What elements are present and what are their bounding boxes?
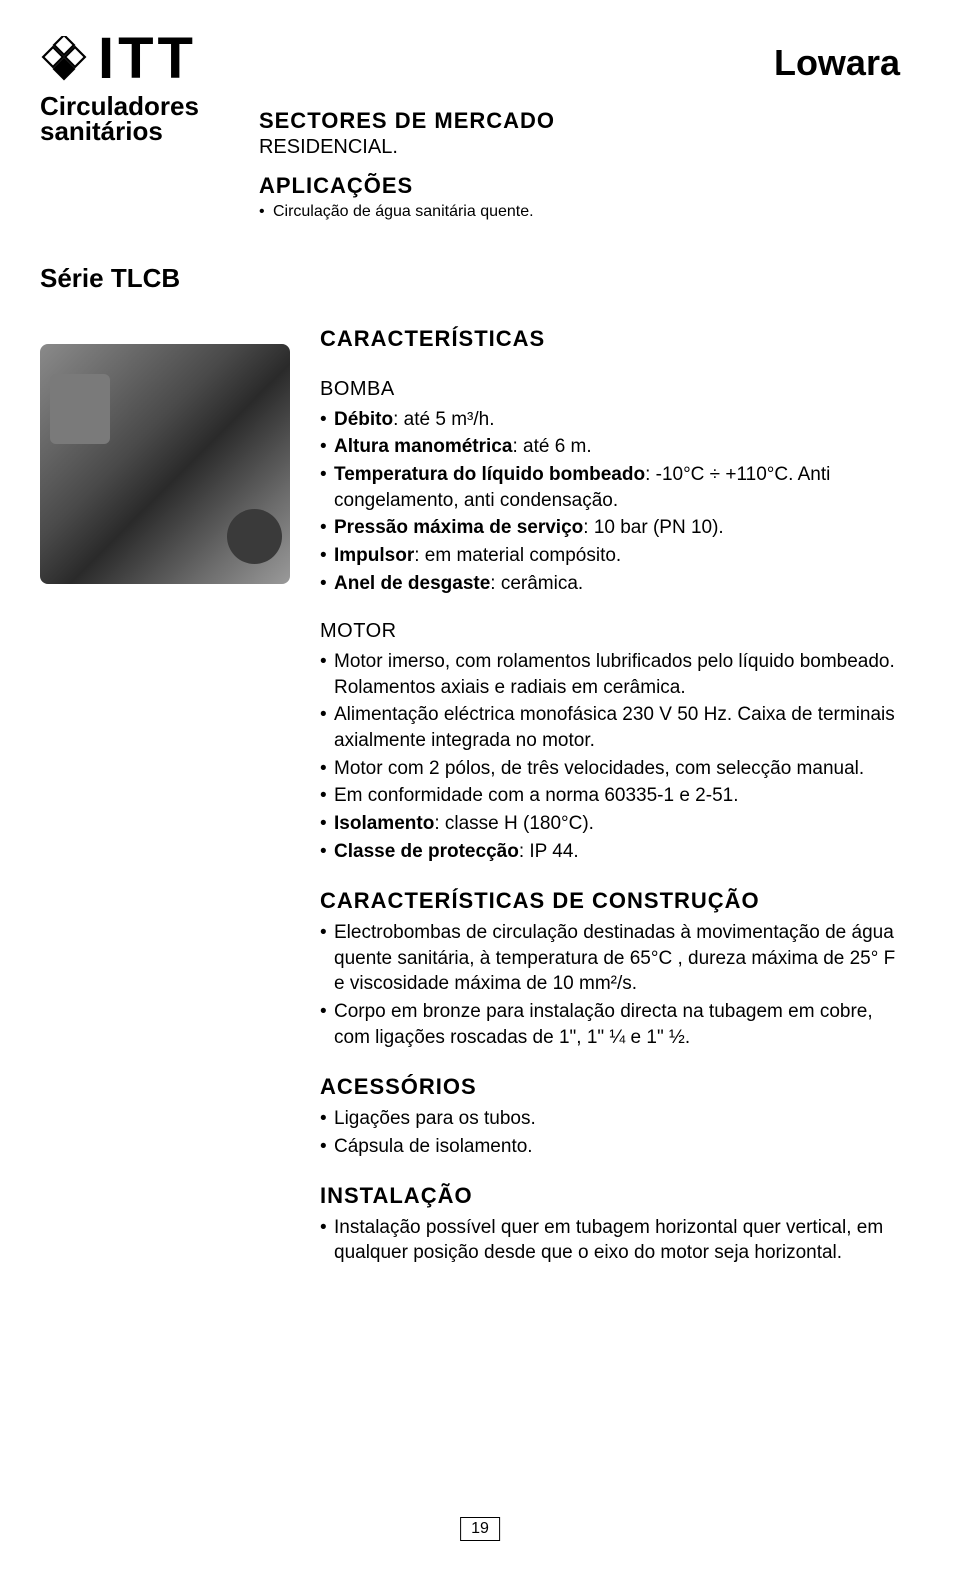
motor-block: MOTOR Motor imerso, com rolamentos lubri… <box>320 618 900 864</box>
applications-heading: APLICAÇÕES <box>259 173 555 199</box>
logo-area: ITT <box>40 30 197 88</box>
list-item: Alimentação eléctrica monofásica 230 V 5… <box>320 702 900 753</box>
product-subtitle: Circuladores sanitários <box>40 96 199 145</box>
list-item: Classe de protecção: IP 44. <box>320 839 900 865</box>
list-item: Pressão máxima de serviço: 10 bar (PN 10… <box>320 515 900 541</box>
list-item: Circulação de água sanitária quente. <box>259 203 555 221</box>
list-item: Cápsula de isolamento. <box>320 1134 900 1160</box>
list-item: Isolamento: classe H (180°C). <box>320 811 900 837</box>
characteristics-heading: CARACTERÍSTICAS <box>320 324 900 354</box>
header-content: Circuladores sanitários SECTORES DE MERC… <box>40 96 900 223</box>
list-item: Ligações para os tubos. <box>320 1106 900 1132</box>
applications-list: Circulação de água sanitária quente. <box>259 203 555 221</box>
list-item: Débito: até 5 m³/h. <box>320 407 900 433</box>
list-item: Anel de desgaste: cerâmica. <box>320 571 900 597</box>
construction-heading: CARACTERÍSTICAS DE CONSTRUÇÃO <box>320 886 900 916</box>
header-row: ITT Lowara <box>40 30 900 88</box>
accessories-block: ACESSÓRIOS Ligações para os tubos. Cápsu… <box>320 1072 900 1159</box>
image-column <box>40 324 290 1268</box>
sectors-heading: SECTORES DE MERCADO <box>259 108 555 134</box>
list-item: Temperatura do líquido bombeado: -10°C ÷… <box>320 462 900 513</box>
sectors-text: RESIDENCIAL. <box>259 136 555 159</box>
content-row: CARACTERÍSTICAS BOMBA Débito: até 5 m³/h… <box>40 324 900 1268</box>
motor-title: MOTOR <box>320 618 900 645</box>
list-item: Altura manométrica: até 6 m. <box>320 434 900 460</box>
brand-logo-icon <box>40 36 88 84</box>
series-title: Série TLCB <box>40 263 900 294</box>
bomba-block: BOMBA Débito: até 5 m³/h. Altura manomét… <box>320 376 900 596</box>
bomba-title: BOMBA <box>320 376 900 403</box>
list-item: Em conformidade com a norma 60335-1 e 2-… <box>320 783 900 809</box>
page-number: 19 <box>460 1517 500 1541</box>
list-item: Impulsor: em material compósito. <box>320 543 900 569</box>
motor-list: Motor imerso, com rolamentos lubrificado… <box>320 649 900 864</box>
brand-lowara: Lowara <box>774 42 900 84</box>
text-column: CARACTERÍSTICAS BOMBA Débito: até 5 m³/h… <box>320 324 900 1268</box>
bomba-list: Débito: até 5 m³/h. Altura manométrica: … <box>320 407 900 596</box>
construction-list: Electrobombas de circulação destinadas à… <box>320 920 900 1050</box>
list-item: Electrobombas de circulação destinadas à… <box>320 920 900 997</box>
installation-heading: INSTALAÇÃO <box>320 1181 900 1211</box>
accessories-heading: ACESSÓRIOS <box>320 1072 900 1102</box>
list-item: Motor com 2 pólos, de três velocidades, … <box>320 756 900 782</box>
construction-block: CARACTERÍSTICAS DE CONSTRUÇÃO Electrobom… <box>320 886 900 1050</box>
list-item: Motor imerso, com rolamentos lubrificado… <box>320 649 900 700</box>
brand-itt: ITT <box>98 30 197 88</box>
accessories-list: Ligações para os tubos. Cápsula de isola… <box>320 1106 900 1159</box>
installation-block: INSTALAÇÃO Instalação possível quer em t… <box>320 1181 900 1266</box>
installation-list: Instalação possível quer em tubagem hori… <box>320 1215 900 1266</box>
product-photo <box>40 344 290 584</box>
list-item: Instalação possível quer em tubagem hori… <box>320 1215 900 1266</box>
list-item: Corpo em bronze para instalação directa … <box>320 999 900 1050</box>
header-right: SECTORES DE MERCADO RESIDENCIAL. APLICAÇ… <box>259 100 555 223</box>
